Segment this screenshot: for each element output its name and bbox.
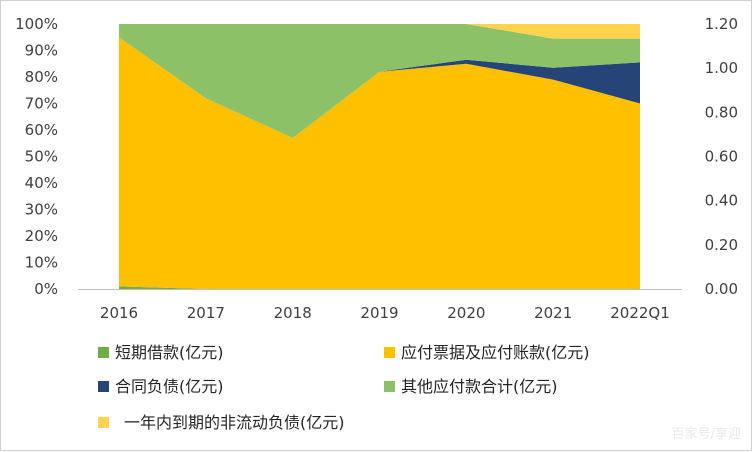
legend-swatch bbox=[384, 347, 395, 358]
plot-areas bbox=[119, 24, 640, 289]
left-axis-ticks: 0% 10% 20% 30% 40% 50% 60% 70% 80% 90% 100% bbox=[15, 15, 58, 298]
area-series-3 bbox=[119, 24, 640, 138]
right-axis-ticks: 0.00 0.20 0.40 0.60 0.80 1.00 1.20 bbox=[705, 15, 738, 298]
x-tick-label: 2016 bbox=[100, 304, 138, 322]
x-tick-label: 2020 bbox=[447, 304, 485, 322]
x-tick-label: 2021 bbox=[534, 304, 572, 322]
left-y-tick-label: 100% bbox=[15, 15, 58, 33]
left-y-tick-label: 20% bbox=[25, 227, 58, 245]
area-series-4 bbox=[119, 24, 640, 39]
left-y-tick-label: 60% bbox=[25, 121, 58, 139]
legend-label: 合同负债(亿元) bbox=[115, 377, 224, 396]
x-tick-label: 2018 bbox=[274, 304, 312, 322]
legend: 短期借款(亿元) 应付票据及应付账款(亿元) 合同负债(亿元) 其他应付款合计(亿元)… bbox=[98, 343, 590, 432]
x-tick-label: 2019 bbox=[360, 304, 398, 322]
right-y-tick-label: 0.80 bbox=[705, 103, 738, 121]
left-y-tick-label: 0% bbox=[34, 280, 58, 298]
left-y-tick-label: 30% bbox=[25, 201, 58, 219]
legend-swatch bbox=[98, 417, 109, 428]
right-y-tick-label: 0.20 bbox=[705, 236, 738, 254]
area-series-0 bbox=[119, 286, 640, 289]
area-series-1 bbox=[119, 37, 640, 289]
legend-label: 其他应付款合计(亿元) bbox=[401, 377, 558, 396]
left-y-tick-label: 50% bbox=[25, 148, 58, 166]
left-y-tick-label: 80% bbox=[25, 68, 58, 86]
legend-label: 应付票据及应付账款(亿元) bbox=[401, 343, 590, 362]
legend-label: 一年内到期的非流动负债(亿元) bbox=[124, 413, 345, 432]
x-tick-label: 2022Q1 bbox=[610, 304, 670, 322]
right-y-tick-label: 0.40 bbox=[705, 192, 738, 210]
right-y-tick-label: 0.00 bbox=[705, 280, 738, 298]
right-y-tick-label: 0.60 bbox=[705, 148, 738, 166]
legend-swatch bbox=[98, 381, 109, 392]
left-y-tick-label: 40% bbox=[25, 174, 58, 192]
left-y-tick-label: 70% bbox=[25, 95, 58, 113]
x-tick-label: 2017 bbox=[187, 304, 225, 322]
watermark: 百家号/享迎 bbox=[672, 426, 741, 442]
legend-swatch bbox=[384, 381, 395, 392]
right-y-tick-label: 1.20 bbox=[705, 15, 738, 33]
legend-label: 短期借款(亿元) bbox=[115, 343, 224, 362]
right-y-tick-label: 1.00 bbox=[705, 59, 738, 77]
left-y-tick-label: 90% bbox=[25, 42, 58, 60]
legend-swatch bbox=[98, 347, 109, 358]
x-axis-ticks: 2016 2017 2018 2019 2020 2021 2022Q1 bbox=[100, 304, 670, 322]
left-y-tick-label: 10% bbox=[25, 254, 58, 272]
